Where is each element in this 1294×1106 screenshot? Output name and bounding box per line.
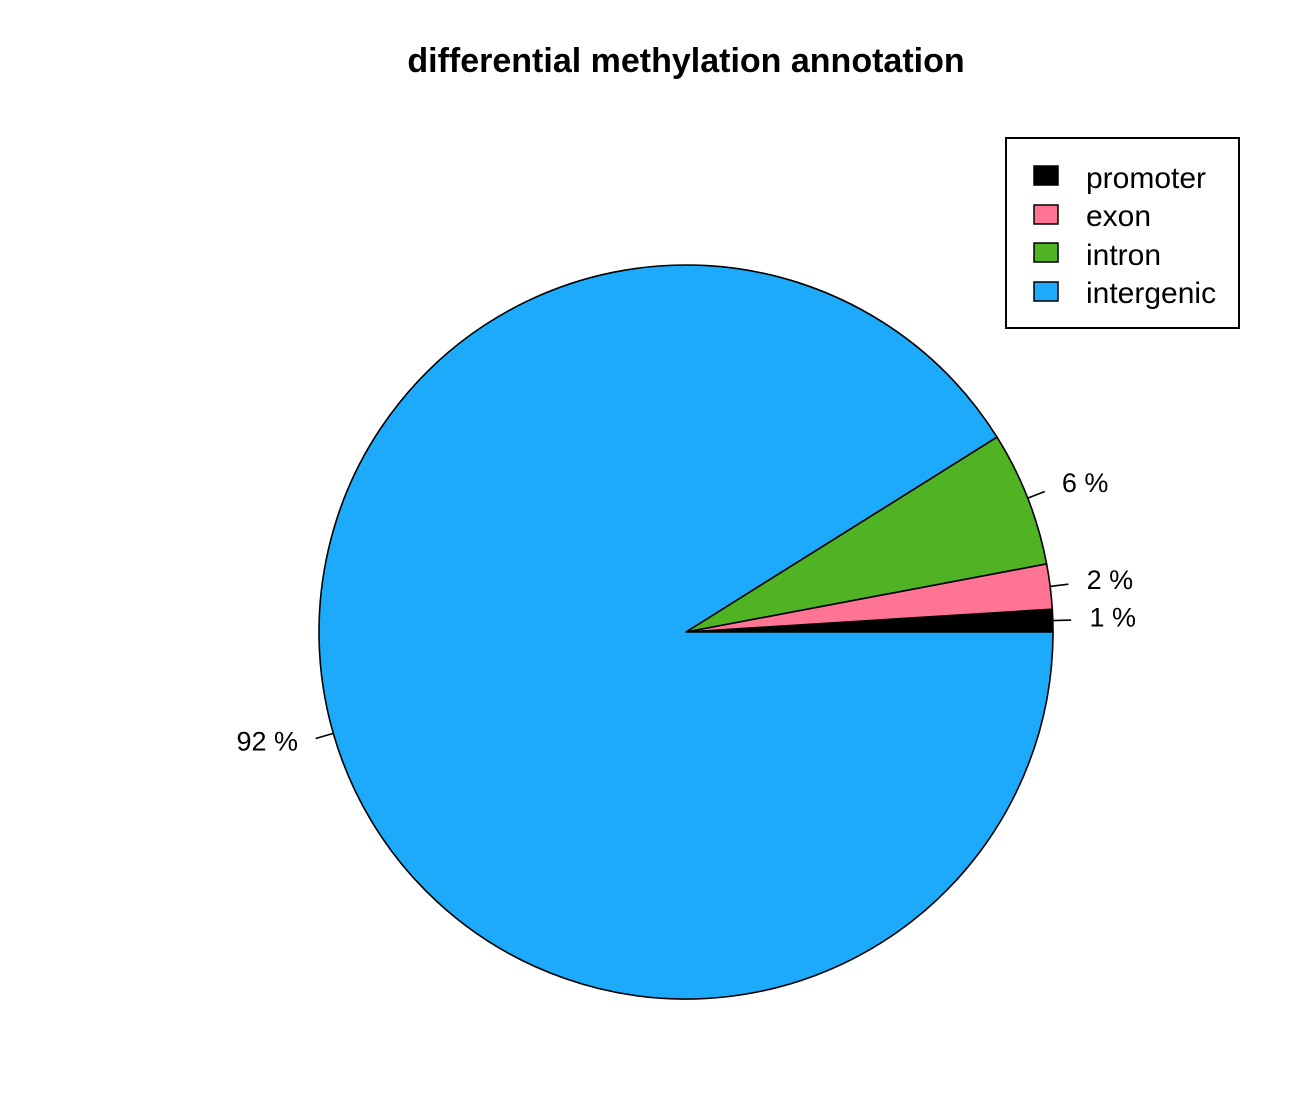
legend-label-promoter: promoter	[1086, 162, 1206, 195]
legend-label-exon: exon	[1086, 200, 1151, 233]
pie-percent-labels: 1 % 2 % 6 % 92 %	[236, 468, 1136, 757]
pie-percent-label-intergenic: 92 %	[236, 727, 298, 757]
pie-leader-intron	[1027, 490, 1046, 499]
pie-leader-intergenic	[315, 732, 334, 740]
pie-slice-intergenic	[318, 264, 1054, 1000]
legend-swatch-intron	[1033, 242, 1059, 263]
legend-swatch-promoter	[1033, 165, 1059, 186]
legend-label-intron: intron	[1086, 239, 1161, 272]
legend: promoter exon intron intergenic	[1005, 137, 1240, 329]
pie-percent-label-intron: 6 %	[1062, 468, 1109, 498]
legend-label-intergenic: intergenic	[1086, 277, 1216, 310]
pie-percent-label-promoter: 1 %	[1090, 603, 1137, 633]
legend-swatch-exon	[1033, 204, 1059, 225]
pie-percent-label-exon: 2 %	[1087, 565, 1134, 595]
chart-title: differential methylation annotation	[407, 42, 964, 80]
pie-leader-promoter	[1052, 619, 1072, 622]
pie-slices	[318, 264, 1054, 1000]
legend-swatch-intergenic	[1033, 281, 1059, 302]
pie-leader-exon	[1050, 583, 1069, 588]
pie-slice-intron	[685, 436, 1048, 633]
